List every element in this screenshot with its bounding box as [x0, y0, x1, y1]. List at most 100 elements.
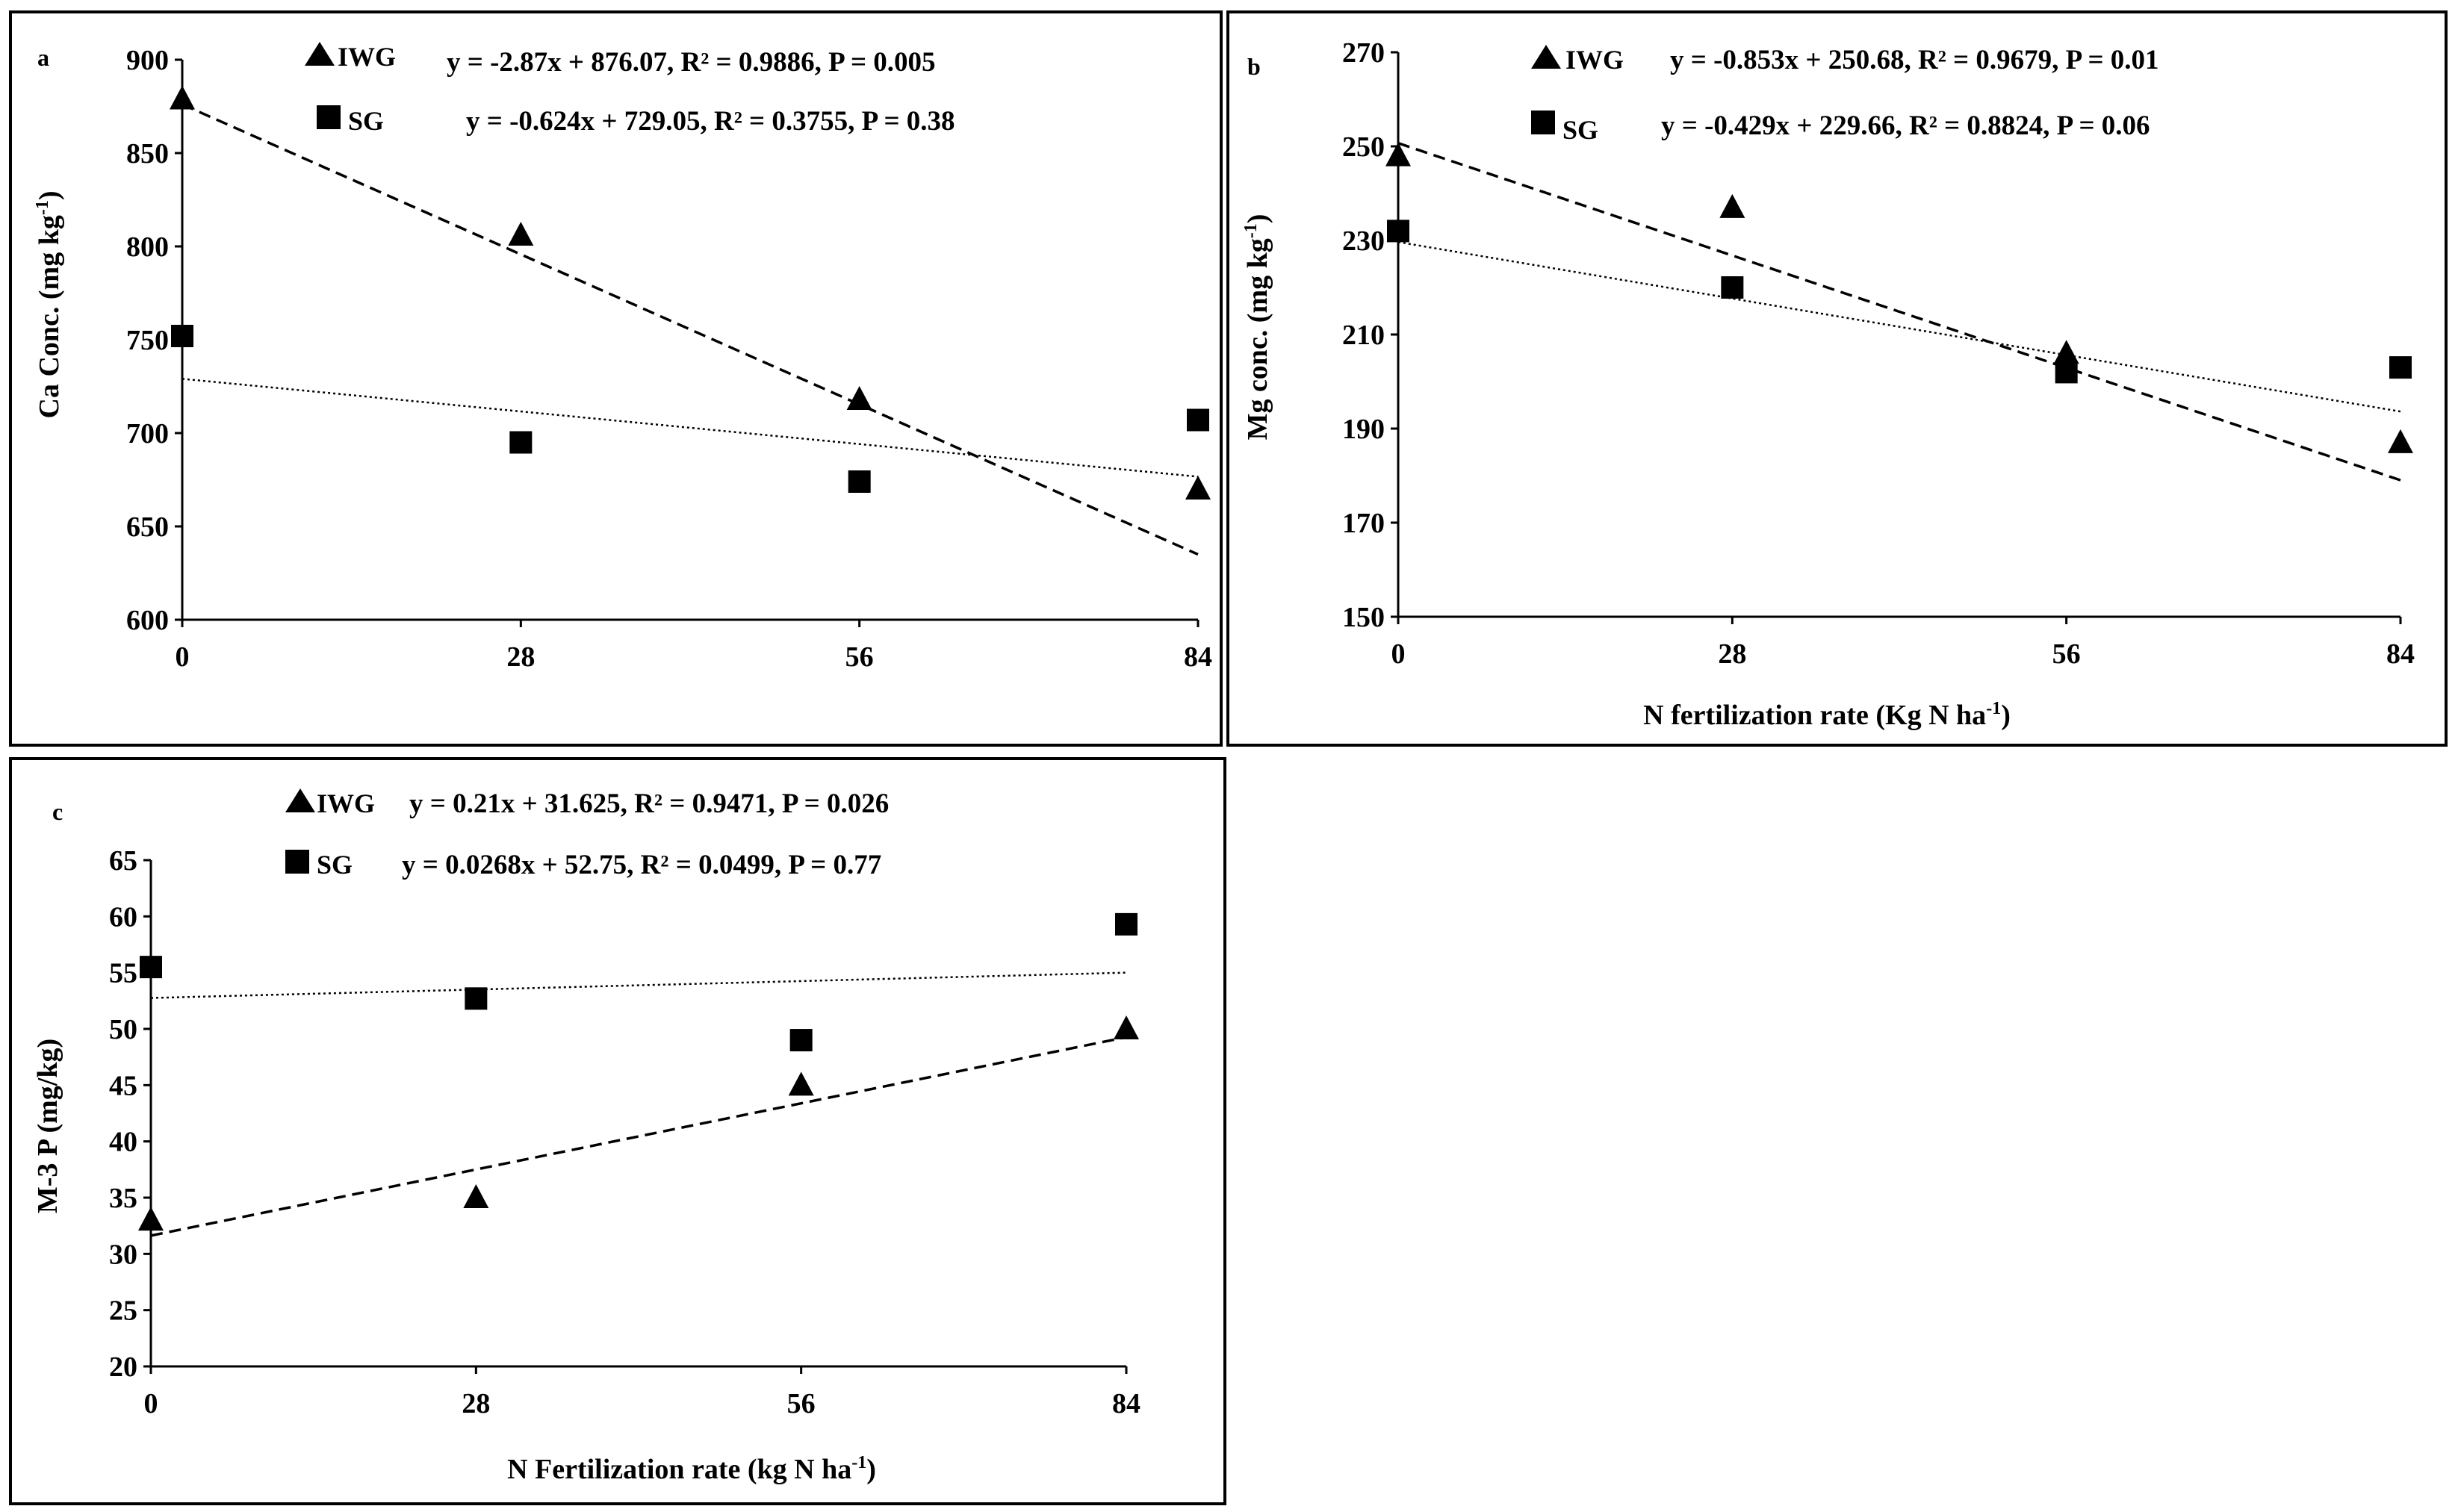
data-point-iwg — [170, 85, 195, 110]
legend-square-marker — [1531, 111, 1555, 134]
trendline-sg — [150, 971, 1127, 999]
x-tick-label: 28 — [1718, 638, 1746, 670]
y-tick-label: 60 — [109, 901, 137, 933]
data-point-iwg — [2053, 340, 2079, 364]
y-tick-label: 30 — [109, 1239, 137, 1270]
data-point-sg — [140, 956, 162, 979]
data-point-sg — [171, 325, 193, 347]
y-tick-label: 250 — [1342, 131, 1385, 163]
y-axis-label: Ca Conc. (mg kg-1) — [33, 191, 65, 419]
legend-iwg-equation: y = -0.853x + 250.68, R² = 0.9679, P = 0… — [1670, 45, 2159, 75]
y-tick-label: 35 — [109, 1183, 137, 1214]
y-tick-label: 40 — [109, 1127, 137, 1158]
y-tick-label: 50 — [109, 1014, 137, 1045]
data-point-sg — [1115, 912, 1138, 936]
data-point-sg — [2389, 356, 2412, 379]
chart-b-svg: b IWG y = -0.853x + 250.68, R² = 0.9679,… — [1241, 37, 2415, 731]
data-point-sg — [1721, 276, 1744, 299]
data-point-sg — [789, 1029, 813, 1052]
y-tick-label: 650 — [126, 511, 169, 543]
x-tick-label: 56 — [2052, 638, 2081, 670]
data-point-iwg — [463, 1184, 489, 1208]
legend-sg-label: SG — [348, 106, 384, 136]
y-tick-label: 800 — [126, 231, 169, 263]
trendline-sg — [181, 378, 1199, 478]
legend-iwg-equation: y = -2.87x + 876.07, R² = 0.9886, P = 0.… — [447, 47, 936, 78]
y-tick-label: 45 — [109, 1070, 137, 1101]
legend-sg-label: SG — [1562, 115, 1598, 145]
trendline-iwg — [1397, 142, 2401, 482]
y-tick-label: 270 — [1342, 37, 1385, 69]
data-point-sg — [1187, 408, 1209, 432]
plot-area: 150 170 190 210 230 250 270 0 28 56 84 — [1342, 37, 2415, 670]
data-point-iwg — [846, 386, 872, 410]
trendline-iwg — [150, 1036, 1127, 1237]
y-tick-label: 700 — [126, 418, 169, 449]
y-axis-label: M-3 P (mg/kg) — [32, 1039, 63, 1213]
y-tick-label: 55 — [109, 958, 137, 989]
x-tick-label: 0 — [144, 1388, 158, 1419]
y-tick-label: 750 — [126, 325, 169, 356]
y-tick-label: 600 — [126, 605, 169, 636]
data-point-sg — [848, 470, 871, 493]
panel-label: c — [52, 798, 63, 825]
y-tick-label: 20 — [109, 1351, 137, 1383]
chart-c-svg: c IWG y = 0.21x + 31.625, R² = 0.9471, P… — [32, 788, 1140, 1485]
data-point-iwg — [788, 1071, 814, 1096]
legend-sg-label: SG — [317, 850, 353, 880]
y-tick-label: 190 — [1342, 414, 1385, 445]
data-point-iwg — [1185, 476, 1211, 500]
y-tick-label: 65 — [109, 845, 137, 877]
legend-triangle-marker — [285, 788, 315, 812]
data-point-sg — [465, 987, 488, 1010]
data-point-sg — [1387, 220, 1409, 243]
x-tick-label: 0 — [176, 641, 190, 673]
y-axis-label: Mg conc. (mg kg-1) — [1241, 214, 1273, 441]
legend-iwg-label: IWG — [1565, 45, 1624, 75]
legend-sg-equation: y = -0.429x + 229.66, R² = 0.8824, P = 0… — [1661, 111, 2150, 141]
legend-iwg-label: IWG — [338, 42, 396, 72]
legend-sg-equation: y = 0.0268x + 52.75, R² = 0.0499, P = 0.… — [402, 850, 881, 880]
panel-label: b — [1247, 53, 1261, 80]
x-tick-label: 84 — [2386, 638, 2415, 670]
x-tick-label: 28 — [462, 1388, 490, 1419]
legend-triangle-marker — [1531, 45, 1561, 69]
legend-iwg-label: IWG — [317, 788, 375, 818]
data-point-iwg — [1385, 142, 1411, 167]
chart-panel-b: b IWG y = -0.853x + 250.68, R² = 0.9679,… — [1226, 10, 2448, 747]
y-tick-label: 900 — [126, 45, 169, 76]
x-tick-label: 84 — [1184, 641, 1212, 673]
legend-iwg-equation: y = 0.21x + 31.625, R² = 0.9471, P = 0.0… — [409, 788, 889, 819]
y-tick-label: 170 — [1342, 508, 1385, 539]
chart-panel-c: c IWG y = 0.21x + 31.625, R² = 0.9471, P… — [9, 757, 1226, 1505]
y-tick-label: 25 — [109, 1295, 137, 1327]
y-tick-label: 230 — [1342, 225, 1385, 257]
chart-a-svg: a IWG y = -2.87x + 876.07, R² = 0.9886, … — [33, 42, 1212, 673]
panel-label: a — [37, 44, 49, 71]
data-point-iwg — [1114, 1015, 1139, 1039]
y-tick-label: 210 — [1342, 320, 1385, 351]
data-point-iwg — [2388, 429, 2413, 453]
x-axis-label: N fertilization rate (Kg N ha-1) — [1643, 699, 2011, 731]
x-axis-label: N Fertilization rate (kg N ha-1) — [507, 1453, 876, 1485]
trendline-sg — [1397, 240, 2401, 413]
data-point-iwg — [138, 1207, 164, 1231]
y-tick-label: 850 — [126, 138, 169, 169]
data-point-sg — [2055, 361, 2078, 384]
legend-sg-equation: y = -0.624x + 729.05, R² = 0.3755, P = 0… — [466, 106, 955, 137]
plot-area: 20 25 30 35 40 45 50 55 60 65 0 28 56 84 — [109, 845, 1140, 1419]
legend-triangle-marker — [305, 42, 335, 66]
x-tick-label: 84 — [1112, 1388, 1140, 1419]
trendline-iwg — [181, 103, 1199, 556]
x-tick-label: 56 — [787, 1388, 816, 1419]
data-point-sg — [509, 431, 533, 454]
legend-square-marker — [285, 850, 309, 874]
x-tick-label: 0 — [1391, 638, 1406, 670]
legend-square-marker — [317, 105, 341, 129]
x-tick-label: 28 — [506, 641, 535, 673]
chart-panel-a: a IWG y = -2.87x + 876.07, R² = 0.9886, … — [9, 10, 1223, 747]
y-tick-label: 150 — [1342, 602, 1385, 633]
x-tick-label: 56 — [845, 641, 874, 673]
data-point-iwg — [508, 222, 534, 246]
plot-area: 600 650 700 750 800 850 900 0 28 56 84 — [126, 45, 1212, 673]
